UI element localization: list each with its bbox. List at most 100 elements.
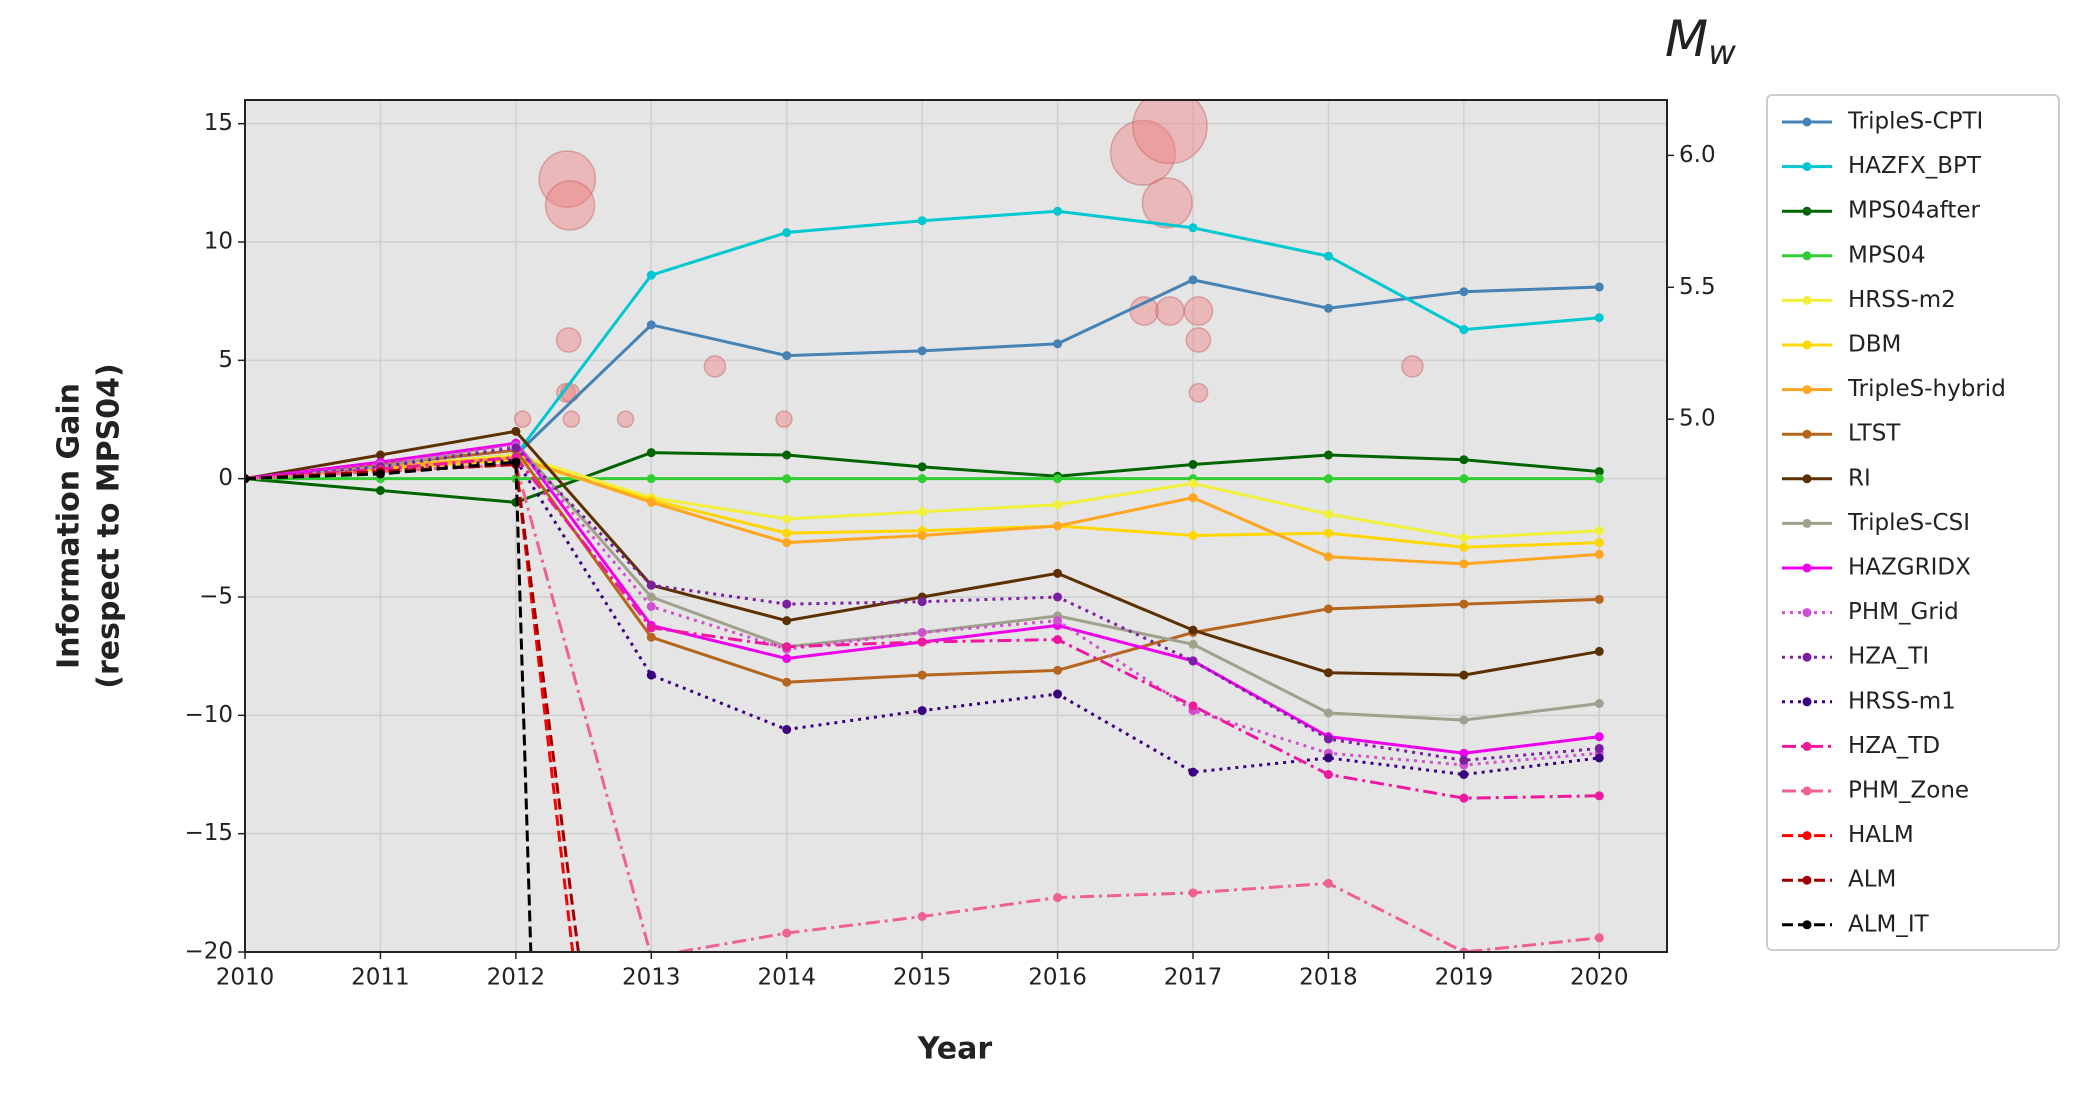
- plot-frame: [244, 99, 1668, 953]
- point-marker: [1459, 542, 1469, 552]
- point-marker: [646, 601, 656, 611]
- legend-label: HAZGRIDX: [1848, 555, 1971, 581]
- x-tick-label: 2010: [216, 965, 275, 991]
- legend-label: MPS04: [1848, 242, 1926, 268]
- point-marker: [1323, 734, 1333, 744]
- lines: [245, 206, 1604, 952]
- point-marker: [1188, 625, 1198, 635]
- legend-marker: [1802, 251, 1812, 261]
- event-bubble: [538, 150, 597, 209]
- legend-marker: [1802, 741, 1812, 751]
- point-marker: [782, 677, 792, 687]
- point-marker: [917, 462, 927, 472]
- point-marker: [1459, 559, 1469, 569]
- legend-marker: [1802, 162, 1812, 172]
- x-tick-label: 2016: [1028, 965, 1087, 991]
- point-marker: [245, 474, 250, 484]
- event-bubble: [1401, 355, 1424, 378]
- y-axis-label: Information Gain: [52, 383, 87, 669]
- point-marker: [1459, 599, 1469, 609]
- y2-label-sub: w: [1708, 33, 1736, 73]
- point-marker: [917, 706, 927, 716]
- point-marker: [917, 597, 927, 607]
- point-marker: [782, 616, 792, 626]
- x-tick-label: 2015: [893, 965, 952, 991]
- legend-box: [1766, 94, 2060, 951]
- point-marker: [1053, 339, 1063, 349]
- point-marker: [1323, 303, 1333, 313]
- point-marker: [1323, 604, 1333, 614]
- legend-marker: [1802, 295, 1812, 305]
- y-tick-label: −20: [184, 939, 233, 965]
- point-marker: [1459, 325, 1469, 335]
- point-marker: [1323, 708, 1333, 718]
- legend-label: HAZFX_BPT: [1848, 153, 1982, 179]
- x-tick-label: 2014: [757, 965, 816, 991]
- legend-marker: [1802, 831, 1812, 841]
- point-marker: [1594, 594, 1604, 604]
- point-marker: [1053, 635, 1063, 645]
- point-marker: [1594, 699, 1604, 708]
- plot-area: [245, 100, 1667, 952]
- point-marker: [646, 670, 656, 680]
- point-marker: [782, 450, 792, 460]
- point-marker: [1594, 732, 1604, 742]
- point-marker: [511, 426, 521, 436]
- event-bubble: [703, 355, 727, 378]
- legend-marker: [1802, 474, 1812, 484]
- point-marker: [1594, 538, 1604, 548]
- point-marker: [1594, 526, 1604, 536]
- legend-label: HZA_TD: [1848, 733, 1940, 759]
- point-marker: [1053, 500, 1063, 510]
- point-marker: [1053, 206, 1063, 216]
- point-marker: [782, 599, 792, 609]
- y-tick-label: −15: [184, 820, 233, 846]
- point-marker: [1459, 715, 1469, 725]
- point-marker: [1594, 933, 1604, 943]
- point-marker: [646, 592, 656, 602]
- point-marker: [646, 623, 656, 633]
- point-marker: [646, 632, 656, 642]
- legend-marker: [1802, 563, 1812, 573]
- point-marker: [917, 507, 927, 517]
- event-bubble: [775, 410, 793, 428]
- point-marker: [1053, 665, 1063, 675]
- point-marker: [1459, 755, 1469, 765]
- point-marker: [782, 928, 792, 938]
- legend-label: PHM_Zone: [1848, 778, 1969, 804]
- point-marker: [917, 628, 927, 637]
- point-marker: [375, 486, 385, 495]
- x-tick-label: 2019: [1435, 965, 1494, 991]
- point-marker: [782, 654, 792, 664]
- point-marker: [1323, 668, 1333, 678]
- point-marker: [511, 457, 521, 467]
- point-marker: [1188, 639, 1198, 649]
- event-bubble: [1155, 296, 1185, 326]
- event-bubble: [1141, 177, 1193, 229]
- legend-label: HALM: [1848, 822, 1914, 848]
- point-marker: [1459, 287, 1469, 297]
- legend-label: HZA_TI: [1848, 644, 1929, 670]
- event-bubble: [1185, 327, 1212, 353]
- point-marker: [1459, 670, 1469, 680]
- series-line: [245, 460, 533, 952]
- y2-tick-label: 5.5: [1679, 274, 1716, 300]
- point-marker: [646, 580, 656, 590]
- point-marker: [782, 514, 792, 524]
- event-bubble: [616, 410, 635, 428]
- axes: 2010 2011 2012 2013 2014 2015 2016 2017 2018 2019…: [184, 110, 1715, 990]
- event-bubble: [556, 382, 576, 403]
- point-marker: [782, 474, 792, 484]
- y2-label-main: M: [1665, 10, 1708, 68]
- x-tick-label: 2011: [351, 965, 410, 991]
- point-marker: [1459, 474, 1469, 484]
- event-bubble: [562, 410, 581, 428]
- point-marker: [1594, 467, 1604, 477]
- legend-label: TripleS-CSI: [1847, 510, 1970, 536]
- point-marker: [646, 497, 656, 507]
- legend-label: MPS04after: [1848, 198, 1981, 224]
- legend-label: ALM_IT: [1848, 911, 1930, 937]
- legend-marker: [1802, 206, 1812, 216]
- point-marker: [1323, 474, 1333, 484]
